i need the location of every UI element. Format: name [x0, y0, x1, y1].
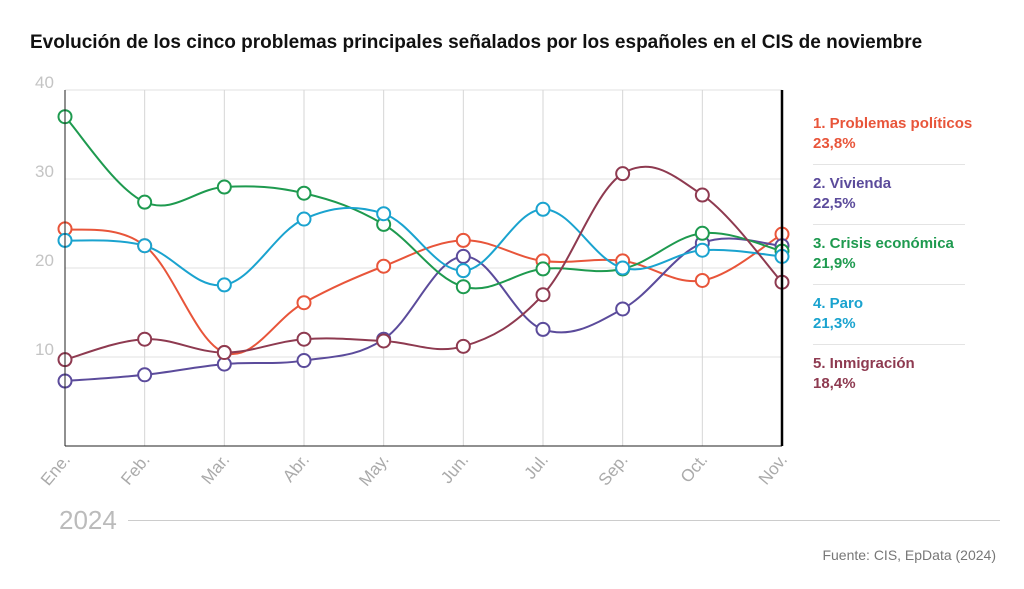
x-tick-label: May. [355, 450, 392, 489]
data-point-series-4 [615, 260, 631, 276]
legend-value: 21,3% [813, 315, 856, 332]
x-tick-label: Ene. [37, 450, 74, 489]
axes: 10 20 30 40 Ene. Feb. Mar. Abr. May. Jun. Jul. Sep.… [35, 73, 791, 490]
data-point-series-3 [137, 194, 153, 210]
series-line-1 [64, 227, 783, 356]
legend-name: 4. Paro [813, 295, 864, 312]
year-divider [128, 520, 1000, 521]
data-point-series-2 [535, 321, 551, 337]
data-point-series-5 [455, 338, 471, 354]
series-points [57, 109, 790, 389]
legend-name: 3. Crisis económica [813, 235, 954, 252]
x-tick-label: Feb. [117, 450, 153, 488]
source-note: Fuente: CIS, EpData (2024) [822, 547, 996, 563]
series-lines [64, 116, 783, 383]
data-point-series-1 [694, 272, 710, 288]
legend-value: 23,8% [813, 135, 856, 152]
chart-title: Evolución de los cinco problemas princip… [30, 32, 923, 53]
legend-item-paro: 4. Paro 21,3% [813, 294, 965, 345]
data-point-series-4 [535, 201, 551, 217]
data-point-series-3 [694, 225, 710, 241]
data-point-series-5 [296, 331, 312, 347]
legend-item-inmigracion: 5. Inmigración 18,4% [813, 354, 965, 404]
legend-name: 2. Vivienda [813, 175, 892, 192]
x-tick-label: Mar. [198, 450, 234, 488]
legend: 1. Problemas políticos 23,8% 2. Vivienda… [813, 114, 973, 413]
legend-item-vivienda: 2. Vivienda 22,5% [813, 174, 965, 225]
legend-item-politicos: 1. Problemas políticos 23,8% [813, 114, 973, 165]
x-tick-label: Jun. [437, 450, 472, 487]
data-point-series-5 [216, 345, 232, 361]
data-point-series-5 [137, 331, 153, 347]
data-point-series-4 [455, 263, 471, 279]
data-point-series-4 [137, 238, 153, 254]
data-point-series-1 [296, 295, 312, 311]
data-point-series-3 [296, 185, 312, 201]
data-point-series-2 [455, 248, 471, 264]
data-point-series-3 [535, 261, 551, 277]
x-tick-label: Nov. [755, 450, 791, 488]
data-point-series-5 [615, 166, 631, 182]
data-point-series-2 [296, 353, 312, 369]
data-point-series-3 [216, 179, 232, 195]
data-point-series-5 [376, 333, 392, 349]
data-point-series-5 [694, 187, 710, 203]
x-tick-label: Abr. [279, 450, 313, 485]
x-tick-label: Sep. [595, 450, 632, 489]
data-point-series-4 [216, 277, 232, 293]
data-point-series-1 [455, 232, 471, 248]
legend-value: 21,9% [813, 255, 856, 272]
legend-value: 18,4% [813, 375, 856, 392]
y-tick-label: 30 [35, 162, 54, 181]
legend-name: 5. Inmigración [813, 355, 915, 372]
data-point-series-2 [137, 367, 153, 383]
legend-value: 22,5% [813, 195, 856, 212]
y-tick-label: 10 [35, 340, 54, 359]
x-tick-label: Oct. [677, 450, 712, 486]
data-point-series-2 [615, 301, 631, 317]
legend-name: 1. Problemas políticos [813, 115, 973, 132]
series-line-4 [64, 206, 783, 287]
series-line-2 [64, 237, 783, 383]
series-line-5 [64, 165, 783, 361]
grid [65, 89, 782, 446]
year-label: 2024 [59, 505, 117, 535]
data-point-series-4 [694, 242, 710, 258]
legend-item-crisis: 3. Crisis económica 21,9% [813, 234, 965, 285]
y-tick-label: 20 [35, 251, 54, 270]
y-tick-label: 40 [35, 73, 54, 92]
data-point-series-4 [296, 211, 312, 227]
x-tick-label: Jul. [520, 450, 552, 482]
data-point-series-4 [376, 206, 392, 222]
data-point-series-5 [535, 287, 551, 303]
series-line-3 [64, 116, 783, 290]
data-point-series-1 [376, 258, 392, 274]
data-point-series-3 [455, 279, 471, 295]
